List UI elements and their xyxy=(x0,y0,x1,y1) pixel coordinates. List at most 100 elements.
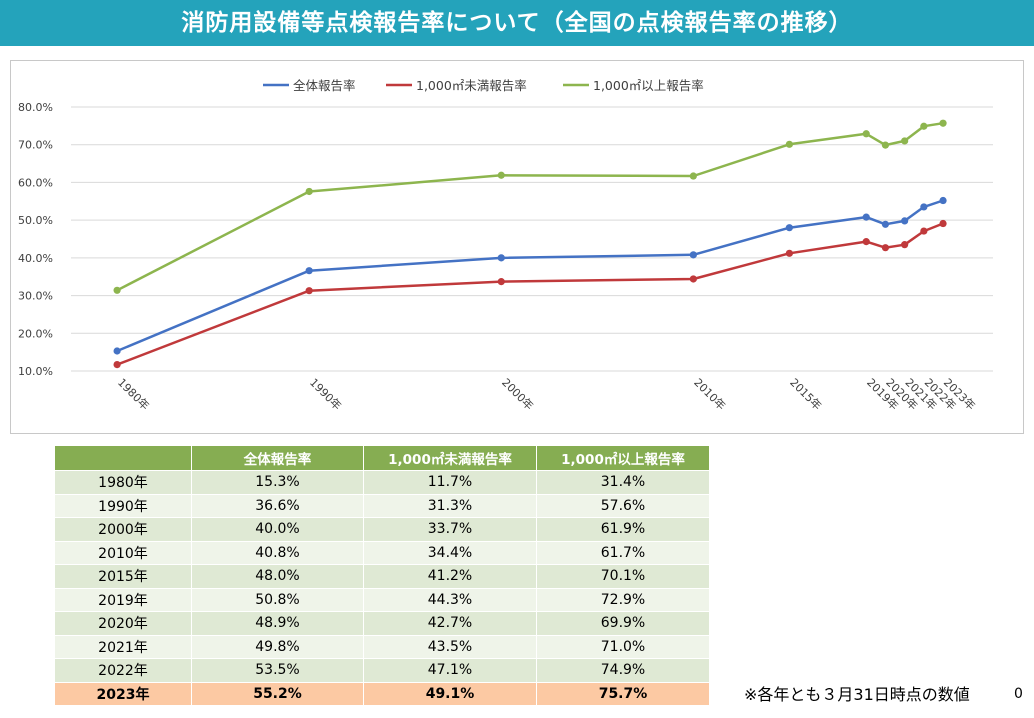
y-tick-label: 60.0% xyxy=(18,176,53,189)
table-cell: 33.7% xyxy=(363,517,537,542)
table-row: 2022年 53.5% 47.1% 74.9% xyxy=(54,658,710,683)
data-point xyxy=(689,172,697,180)
table-cell: 2021年 xyxy=(54,634,192,659)
data-point xyxy=(939,219,947,228)
table-cell: 11.7% xyxy=(363,470,537,495)
table-row-highlighted: 2023年 55.2% 49.1% 75.7% xyxy=(54,681,710,706)
table-cell: 49.8% xyxy=(191,634,364,659)
table-cell: 2015年 xyxy=(54,564,192,589)
table-cell: 2019年 xyxy=(54,587,192,612)
table-row: 2019年 50.8% 44.3% 72.9% xyxy=(54,587,710,612)
y-tick-label: 30.0% xyxy=(18,290,53,303)
table-cell: 1990年 xyxy=(54,493,192,518)
data-point xyxy=(113,286,121,294)
y-tick-label: 70.0% xyxy=(18,139,53,152)
y-tick-label: 50.0% xyxy=(18,214,53,227)
table-cell: 50.8% xyxy=(191,587,364,612)
series-line xyxy=(116,199,944,353)
y-tick-label: 80.0% xyxy=(18,101,53,114)
table-cell: 48.9% xyxy=(191,611,364,636)
page-title: 消防用設備等点検報告率について（全国の点検報告率の推移） xyxy=(0,0,1034,46)
table-row: 1990年 36.6% 31.3% 57.6% xyxy=(54,493,710,518)
legend-label: 1,000㎡未満報告率 xyxy=(416,78,527,93)
table-row: 2021年 49.8% 43.5% 71.0% xyxy=(54,634,710,659)
data-point xyxy=(785,140,793,148)
table-row: 2000年 40.0% 33.7% 61.9% xyxy=(54,517,710,542)
data-point xyxy=(901,137,909,145)
data-point xyxy=(881,244,890,252)
table-header-cell xyxy=(54,445,192,471)
data-table: 全体報告率 1,000㎡未満報告率 1,000㎡以上報告率 1980年 15.3… xyxy=(54,445,710,706)
table-cell: 15.3% xyxy=(191,470,364,495)
x-tick-label: 1990年 xyxy=(307,375,344,412)
table-cell: 31.4% xyxy=(536,470,710,495)
table-cell: 48.0% xyxy=(191,564,364,589)
table-cell: 2000年 xyxy=(54,517,192,542)
data-point xyxy=(862,238,870,246)
data-point xyxy=(497,171,505,179)
table-cell: 57.6% xyxy=(536,493,710,518)
page-number: 0 xyxy=(1014,686,1023,702)
x-tick-label: 2015年 xyxy=(787,375,824,412)
table-cell: 74.9% xyxy=(536,658,710,683)
table-cell: 47.1% xyxy=(363,658,537,683)
table-cell: 75.7% xyxy=(536,681,710,706)
table-cell: 41.2% xyxy=(363,564,537,589)
table-cell: 43.5% xyxy=(363,634,537,659)
table-cell: 44.3% xyxy=(363,587,537,612)
series-line xyxy=(116,121,944,292)
data-point xyxy=(881,141,890,149)
y-tick-label: 40.0% xyxy=(18,252,53,265)
x-tick-label: 1980年 xyxy=(115,375,152,412)
data-point xyxy=(901,217,909,225)
table-row: 2020年 48.9% 42.7% 69.9% xyxy=(54,611,710,636)
footnote: ※各年とも３月31日時点の数値 xyxy=(744,685,970,704)
data-point xyxy=(920,227,928,235)
table-cell: 31.3% xyxy=(363,493,537,518)
data-point xyxy=(689,275,697,283)
table-cell: 2023年 xyxy=(54,681,192,706)
table-cell: 42.7% xyxy=(363,611,537,636)
table-cell: 72.9% xyxy=(536,587,710,612)
y-tick-label: 20.0% xyxy=(18,327,53,340)
y-tick-label: 10.0% xyxy=(18,365,53,378)
data-point xyxy=(305,187,313,196)
table-cell: 71.0% xyxy=(536,634,710,659)
data-point xyxy=(939,119,947,127)
table-row: 1980年 15.3% 11.7% 31.4% xyxy=(54,470,710,495)
data-point xyxy=(862,213,870,221)
data-point xyxy=(920,122,928,130)
table-cell: 70.1% xyxy=(536,564,710,589)
table-cell: 36.6% xyxy=(191,493,364,518)
data-point xyxy=(901,241,909,249)
table-cell: 40.8% xyxy=(191,540,364,565)
table-cell: 34.4% xyxy=(363,540,537,565)
table-cell: 2022年 xyxy=(54,658,192,683)
table-cell: 49.1% xyxy=(363,681,537,706)
data-point xyxy=(305,267,313,275)
data-point xyxy=(689,251,697,259)
data-point xyxy=(939,196,947,205)
series-line xyxy=(116,222,944,366)
table-header-cell: 1,000㎡以上報告率 xyxy=(536,445,710,471)
data-point xyxy=(497,278,505,286)
legend-label: 1,000㎡以上報告率 xyxy=(593,78,704,93)
table-cell: 2020年 xyxy=(54,611,192,636)
data-point xyxy=(113,360,121,369)
table-cell: 61.9% xyxy=(536,517,710,542)
data-point xyxy=(785,249,793,257)
data-point xyxy=(113,347,121,355)
line-chart: 10.0% 20.0% 30.0% 40.0% 50.0% 60.0% 70.0% 80.0%… xyxy=(10,60,1024,434)
data-point xyxy=(497,254,505,262)
table-row: 2015年 48.0% 41.2% 70.1% xyxy=(54,564,710,589)
data-point xyxy=(862,130,870,138)
table-header-cell: 1,000㎡未満報告率 xyxy=(363,445,537,471)
table-cell: 55.2% xyxy=(191,681,364,706)
table-cell: 1980年 xyxy=(54,470,192,495)
table-header-cell: 全体報告率 xyxy=(191,445,364,471)
table-cell: 53.5% xyxy=(191,658,364,683)
chart-canvas: 10.0% 20.0% 30.0% 40.0% 50.0% 60.0% 70.0% 80.0%… xyxy=(18,78,993,413)
legend-label: 全体報告率 xyxy=(293,78,356,93)
table-row: 2010年 40.8% 34.4% 61.7% xyxy=(54,540,710,565)
table-header-row: 全体報告率 1,000㎡未満報告率 1,000㎡以上報告率 xyxy=(54,445,710,471)
